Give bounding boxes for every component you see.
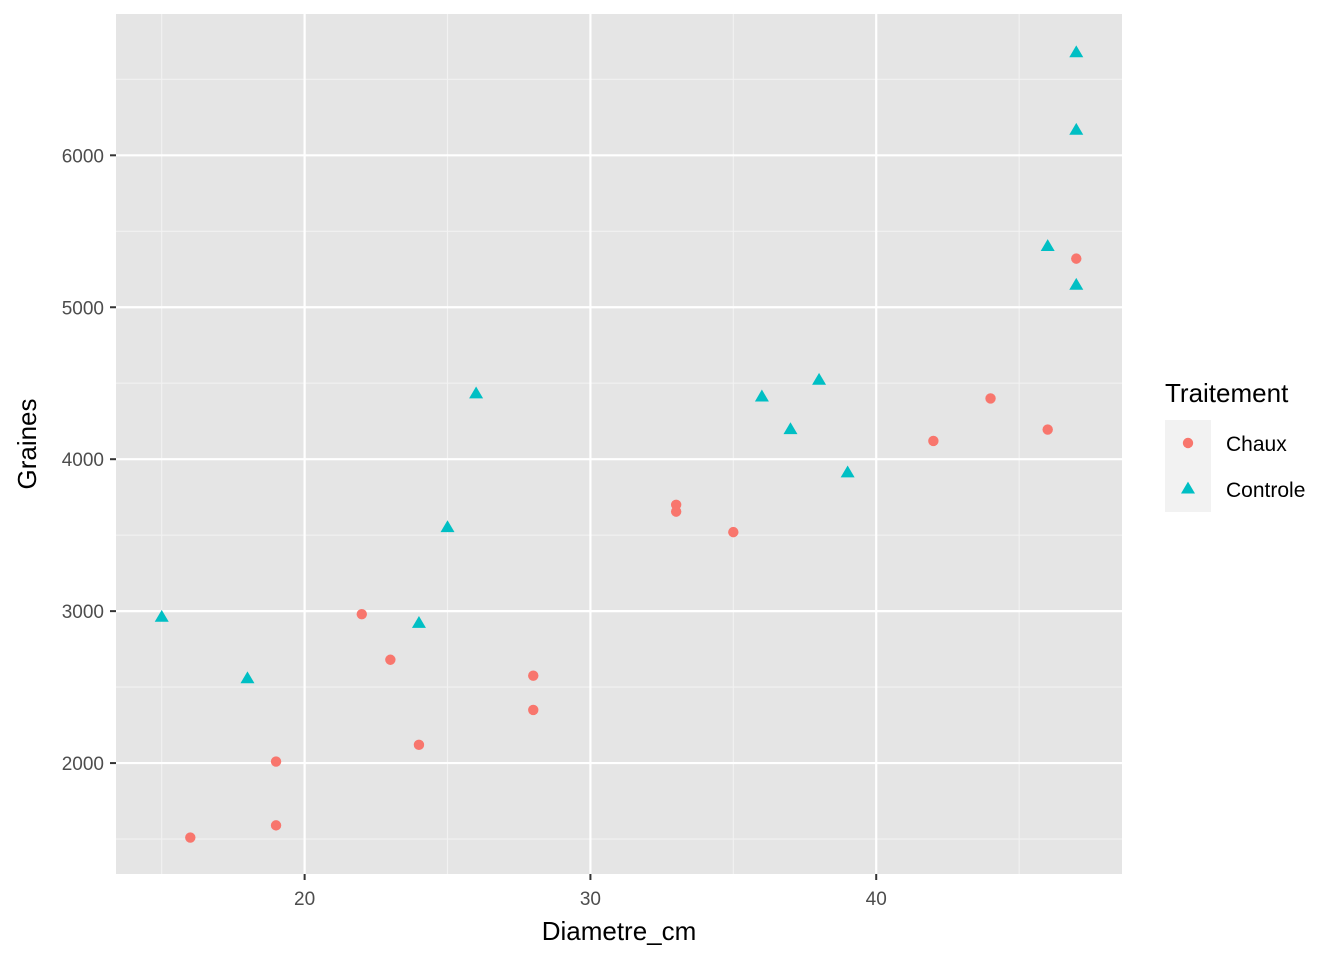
legend-keys: Chaux Controle (1165, 420, 1305, 512)
point-controle (1069, 122, 1084, 135)
y-axis-ticks: 2000 3000 4000 5000 6000 (62, 146, 116, 775)
point-chaux (185, 832, 196, 843)
point-chaux (413, 739, 425, 751)
legend-key-chaux (1182, 437, 1194, 449)
y-axis-title: Graines (12, 398, 42, 489)
point-chaux (728, 526, 739, 538)
y-tick-label: 2000 (62, 754, 104, 775)
y-tick-label: 6000 (62, 146, 104, 167)
point-controle (840, 465, 855, 478)
point-controle (812, 372, 827, 385)
point-controle (440, 520, 455, 533)
minor-gridlines (116, 14, 1122, 874)
point-controle (1069, 45, 1084, 58)
x-axis-title: Diametre_cm (542, 916, 697, 946)
point-controle (154, 609, 169, 622)
point-chaux (1042, 424, 1053, 435)
point-chaux (528, 670, 539, 681)
y-tick-label: 5000 (62, 298, 104, 319)
legend-label: Chaux (1226, 433, 1287, 456)
x-tick-label: 20 (294, 889, 315, 910)
data-points (154, 45, 1084, 843)
point-chaux (528, 704, 539, 716)
legend-label: Controle (1226, 479, 1305, 502)
x-axis-ticks: 20 30 40 (294, 874, 887, 910)
point-controle (783, 422, 798, 435)
point-chaux (670, 506, 682, 517)
point-chaux (985, 393, 996, 404)
point-controle (469, 386, 484, 399)
point-controle (240, 671, 255, 684)
point-controle (411, 615, 426, 628)
point-controle (754, 389, 769, 402)
major-gridlines (116, 14, 1122, 874)
legend-key-controle (1181, 481, 1195, 494)
x-tick-label: 30 (580, 889, 601, 910)
y-tick-label: 3000 (62, 602, 104, 623)
point-chaux (385, 654, 396, 665)
point-chaux (270, 820, 282, 831)
legend: Traitement Chaux Controle (1165, 378, 1305, 512)
point-chaux (270, 756, 282, 767)
plot-panel (116, 14, 1122, 874)
point-chaux (356, 608, 367, 620)
point-chaux (928, 435, 939, 447)
x-tick-label: 40 (866, 889, 887, 910)
y-tick-label: 4000 (62, 450, 104, 471)
legend-title: Traitement (1165, 378, 1289, 408)
point-controle (1069, 277, 1084, 290)
point-chaux (1071, 253, 1082, 264)
point-controle (1040, 239, 1055, 252)
